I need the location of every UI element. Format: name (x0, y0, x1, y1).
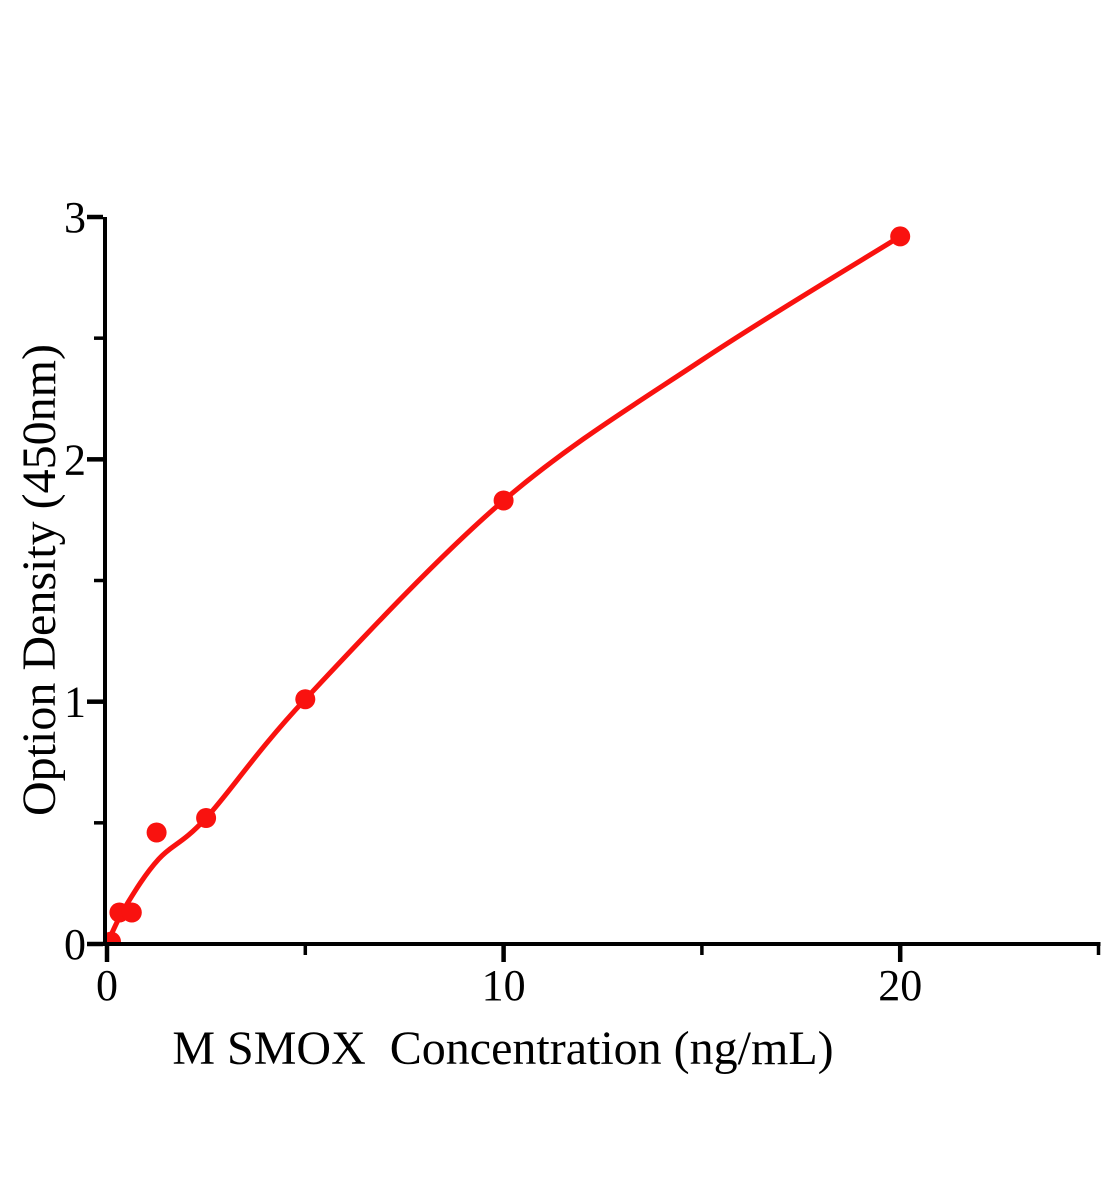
y-tick-label: 0 (64, 920, 86, 969)
y-tick-label: 2 (64, 435, 86, 484)
data-point-marker (493, 490, 514, 511)
fit-curve-line (105, 233, 903, 944)
axes-layer: 0 10 20 0 1 2 3 (64, 193, 1101, 1010)
y-tick-label: 1 (64, 678, 86, 727)
x-tick-label: 0 (96, 961, 118, 1010)
data-point-marker (890, 226, 911, 247)
y-tick-label: 3 (64, 193, 86, 242)
data-point-marker (146, 822, 167, 843)
data-point-marker (121, 902, 142, 923)
x-tick-label: 20 (878, 961, 922, 1010)
series-layer (105, 226, 911, 944)
y-axis-title: Option Density (450nm) (13, 344, 66, 816)
data-point-marker (105, 931, 121, 944)
data-point-marker (196, 808, 217, 828)
x-tick-label: 10 (482, 961, 526, 1010)
data-point-marker (295, 689, 316, 710)
x-axis-title: M SMOX Concentration (ng/mL) (172, 1022, 833, 1075)
